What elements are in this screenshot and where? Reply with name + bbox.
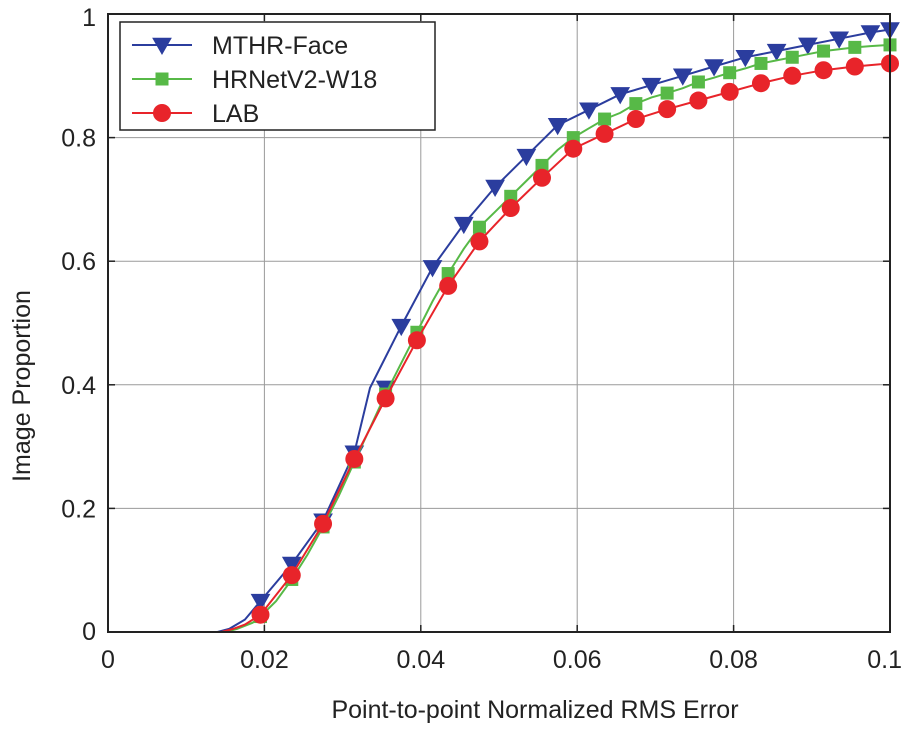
y-axis-title: Image Proportion <box>8 290 36 482</box>
legend-label: LAB <box>212 100 259 128</box>
data-point <box>658 100 677 119</box>
data-point <box>689 91 708 110</box>
axis-ticks: 0 0.02 0.04 0.06 0.08 0.1 0 0.2 0.4 0.6 0.8 1 <box>61 4 902 674</box>
data-point <box>814 61 833 80</box>
data-point <box>766 43 787 62</box>
y-tick-label: 0.2 <box>61 495 96 523</box>
data-point <box>407 331 426 350</box>
legend-marker <box>152 37 172 56</box>
data-point <box>848 40 862 54</box>
data-point <box>860 25 881 43</box>
legend-entry: LAB <box>132 100 259 128</box>
data-point <box>817 44 831 58</box>
series-line <box>108 43 891 633</box>
x-tick-label: 0.1 <box>867 646 902 674</box>
data-point <box>516 148 537 167</box>
legend-box <box>119 21 436 131</box>
data-point <box>798 37 818 55</box>
data-point <box>472 220 486 234</box>
data-point <box>751 74 770 93</box>
y-tick-label: 0 <box>82 618 96 646</box>
data-point <box>441 267 455 281</box>
legend-marker <box>153 104 171 122</box>
y-tick-label: 0.4 <box>61 372 96 400</box>
legend-entry: HRNetV2-W18 <box>132 66 377 94</box>
data-point <box>345 449 364 468</box>
data-point <box>376 389 395 408</box>
data-point <box>595 124 614 143</box>
data-point <box>314 514 333 533</box>
x-tick-label: 0 <box>101 646 115 674</box>
y-tick-label: 0.6 <box>61 248 96 276</box>
legend-label: HRNetV2-W18 <box>212 66 377 94</box>
data-point <box>704 59 724 77</box>
legend-marker <box>155 72 169 86</box>
x-tick-label: 0.06 <box>553 646 602 674</box>
data-point <box>672 68 693 86</box>
data-point <box>723 66 737 80</box>
data-point <box>691 75 705 89</box>
y-tick-label: 1 <box>82 4 96 32</box>
data-point <box>641 77 662 96</box>
series-layer <box>108 22 900 633</box>
data-point <box>281 556 302 575</box>
data-point <box>501 199 520 218</box>
legend-label: MTHR-Face <box>212 32 348 60</box>
data-point <box>391 318 412 337</box>
data-point <box>754 56 768 70</box>
data-point <box>598 112 612 126</box>
x-tick-label: 0.08 <box>709 646 758 674</box>
x-axis-title: Point-to-point Normalized RMS Error <box>331 696 738 724</box>
data-point <box>250 593 271 612</box>
legend-entry: MTHR-Face <box>132 32 348 60</box>
y-tick-label: 0.8 <box>61 125 96 153</box>
data-point <box>660 86 674 100</box>
data-point <box>735 50 756 68</box>
data-point <box>439 276 458 295</box>
data-point <box>453 216 474 235</box>
data-point <box>579 102 599 120</box>
data-point <box>251 605 270 624</box>
series-line <box>108 62 891 633</box>
data-point <box>785 50 799 64</box>
data-point <box>783 66 802 85</box>
data-point <box>470 232 489 251</box>
data-point <box>535 158 549 172</box>
x-tick-label: 0.04 <box>396 646 445 674</box>
data-point <box>720 82 739 101</box>
data-point <box>845 57 864 76</box>
data-point <box>547 117 568 136</box>
data-point <box>829 31 850 49</box>
data-point <box>485 179 505 198</box>
legend: MTHR-Face HRNetV2-W18 LAB <box>119 21 436 131</box>
data-point <box>282 566 301 585</box>
plot-frame <box>107 13 891 633</box>
data-point <box>626 110 645 129</box>
data-point <box>564 139 583 158</box>
data-point <box>504 189 518 203</box>
data-point <box>610 87 631 105</box>
series-lab <box>108 54 899 633</box>
x-tick-label: 0.02 <box>240 646 289 674</box>
data-point <box>422 260 443 278</box>
data-point <box>533 168 552 187</box>
data-point <box>629 97 643 111</box>
